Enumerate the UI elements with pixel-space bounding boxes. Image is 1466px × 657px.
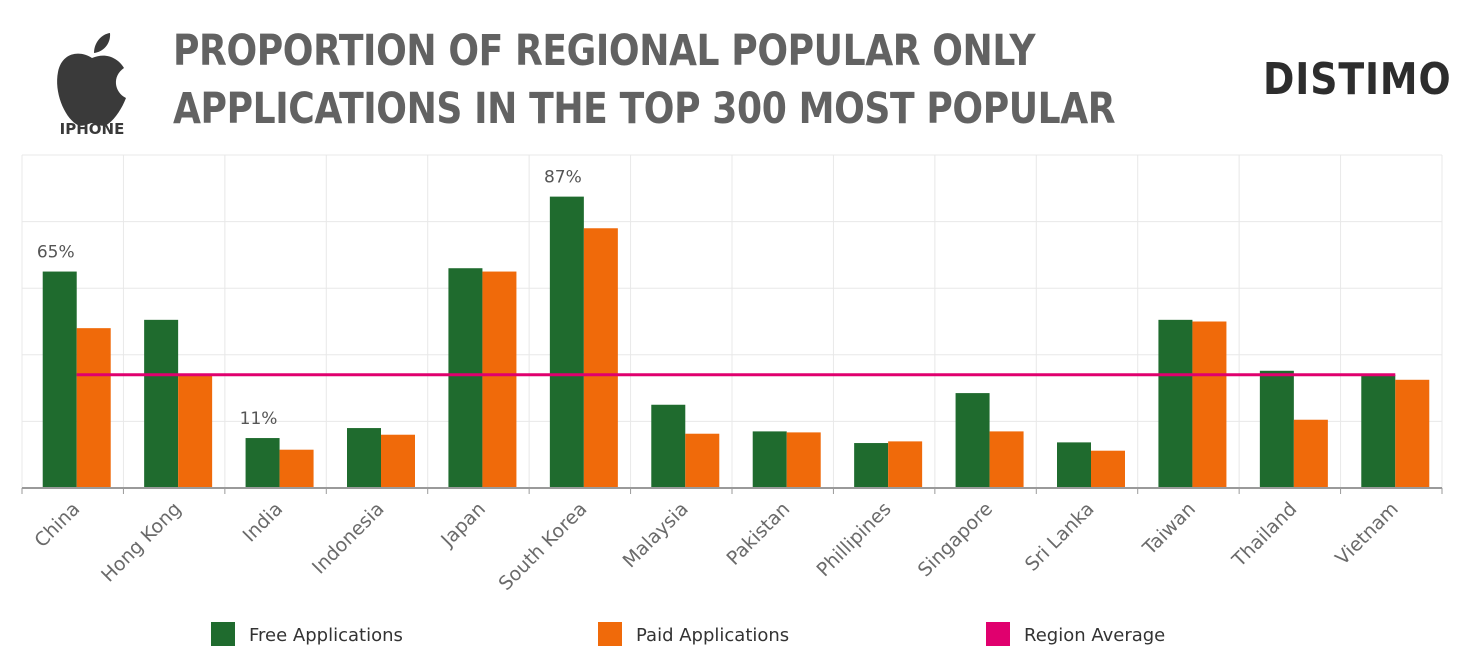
x-tick-label: Thailand bbox=[1227, 498, 1301, 572]
x-tick-label: Hong Kong bbox=[97, 498, 186, 587]
legend-paid-swatch bbox=[598, 622, 622, 646]
paid-bar bbox=[888, 441, 923, 488]
free-bar bbox=[955, 393, 990, 488]
paid-bar bbox=[279, 449, 314, 488]
x-axis: China Hong Kong India Indonesia Japan South K… bbox=[21, 487, 1443, 595]
x-tick-label: China bbox=[30, 498, 84, 552]
paid-bar bbox=[76, 328, 111, 488]
legend-paid-label: Paid Applications bbox=[636, 625, 789, 646]
brand-logo: DISTIMO bbox=[1263, 54, 1452, 105]
paid-bar bbox=[482, 271, 517, 488]
title-line-1: PROPORTION OF REGIONAL POPULAR ONLY bbox=[173, 26, 1036, 76]
free-bar bbox=[549, 196, 584, 488]
free-bar bbox=[854, 443, 889, 488]
legend: Free Applications Paid Applications Region… bbox=[211, 622, 1165, 646]
paid-bar bbox=[583, 228, 618, 488]
paid-bar bbox=[178, 374, 213, 488]
x-tick-label: Japan bbox=[436, 498, 490, 552]
chart-title: PROPORTION OF REGIONAL POPULAR ONLY APPL… bbox=[173, 22, 1116, 138]
grid-lines bbox=[21, 154, 1443, 489]
x-tick-label: Taiwan bbox=[1138, 498, 1200, 560]
free-bar bbox=[42, 271, 77, 488]
free-bar bbox=[1361, 374, 1396, 488]
free-bar bbox=[448, 268, 483, 488]
paid-bar bbox=[786, 432, 821, 488]
x-tick-label: Pakistan bbox=[722, 498, 794, 570]
x-tick-label: Indonesia bbox=[308, 498, 389, 579]
paid-bar bbox=[685, 433, 720, 488]
data-label: 65% bbox=[37, 243, 75, 263]
bars bbox=[42, 196, 1430, 488]
title-line-2: APPLICATIONS IN THE TOP 300 MOST POPULAR bbox=[173, 84, 1116, 134]
paid-bar bbox=[1192, 321, 1227, 488]
data-label: 11% bbox=[240, 409, 278, 429]
paid-bar bbox=[989, 431, 1024, 488]
free-bar bbox=[651, 404, 686, 488]
paid-bar bbox=[381, 434, 415, 488]
free-bar bbox=[144, 319, 179, 488]
free-bar bbox=[752, 431, 787, 488]
x-tick-label: Malaysia bbox=[619, 498, 693, 572]
x-tick-label: Phillipines bbox=[813, 498, 896, 581]
free-bar bbox=[1158, 319, 1193, 488]
x-tick-label: South Korea bbox=[494, 498, 591, 595]
free-bar bbox=[1057, 442, 1091, 488]
legend-region-average-label: Region Average bbox=[1024, 625, 1165, 646]
free-bar bbox=[245, 438, 280, 488]
x-tick-label: India bbox=[239, 498, 288, 547]
x-tick-label: Vietnam bbox=[1331, 498, 1403, 570]
x-tick-label: Singapore bbox=[914, 498, 997, 581]
legend-free-label: Free Applications bbox=[249, 625, 403, 646]
paid-bar bbox=[1091, 450, 1125, 488]
x-tick-label: Sri Lanka bbox=[1021, 498, 1099, 576]
platform-label: IPHONE bbox=[59, 120, 125, 138]
paid-bar bbox=[1293, 419, 1328, 488]
apple-logo-icon bbox=[57, 33, 126, 126]
data-labels: 65% 11% 87% bbox=[37, 168, 582, 429]
data-label: 87% bbox=[544, 168, 582, 188]
legend-region-average-swatch bbox=[986, 622, 1010, 646]
free-bar bbox=[1259, 370, 1294, 488]
legend-free-swatch bbox=[211, 622, 235, 646]
free-bar bbox=[347, 428, 381, 488]
paid-bar bbox=[1395, 379, 1430, 488]
